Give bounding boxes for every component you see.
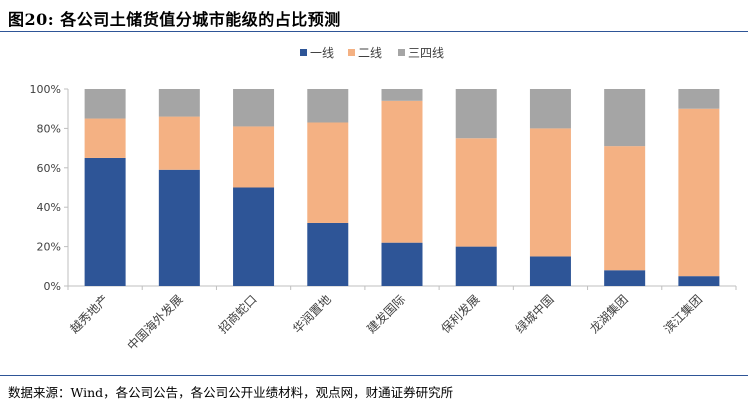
chart-legend: 一线 二线 三四线 — [300, 46, 444, 60]
x-category-label: 越秀地产 — [67, 292, 111, 336]
bar-segment — [604, 89, 646, 147]
legend-swatch — [398, 49, 405, 56]
bar-segment — [455, 89, 497, 139]
bar-segment — [529, 256, 571, 286]
bar-segment — [529, 89, 571, 129]
legend-label: 三四线 — [408, 46, 444, 60]
bar-segment — [233, 126, 275, 188]
y-tick-label: 20% — [37, 241, 61, 254]
x-category-label: 保利发展 — [438, 292, 483, 337]
x-category-label: 招商蛇口 — [215, 292, 260, 337]
bar-segment — [307, 89, 349, 123]
chart-bars — [84, 89, 720, 286]
x-category-label: 绿城中国 — [512, 292, 557, 337]
category-labels: 越秀地产 中国海外发展 招商蛇口 华润置地 建发国际 保利发展 绿城中国 龙湖集团 滨江集团 — [67, 292, 705, 354]
bar-segment — [678, 108, 720, 277]
bar-segment — [604, 270, 646, 286]
y-tick-label: 60% — [37, 162, 61, 175]
stacked-bar-chart: 一线 二线 三四线 0% 20% 40% 60% 80% 100% 越秀地产 中国海外发展 招商蛇… — [30, 46, 737, 354]
bar-segment — [678, 89, 720, 109]
bar-segment — [381, 89, 423, 101]
bar-segment — [381, 242, 423, 286]
y-tick-label: 100% — [30, 83, 61, 96]
bar-segment — [455, 138, 497, 247]
bar-segment — [678, 276, 720, 286]
y-tick-label: 40% — [37, 201, 61, 214]
x-category-label: 龙湖集团 — [586, 292, 631, 337]
legend-label: 二线 — [358, 46, 382, 60]
legend-swatch — [348, 49, 355, 56]
x-category-label: 滨江集团 — [660, 292, 705, 337]
bar-segment — [233, 89, 275, 127]
x-category-label: 中国海外发展 — [124, 292, 186, 354]
y-tick-label: 0% — [44, 280, 61, 293]
bar-segment — [529, 128, 571, 257]
x-category-label: 建发国际 — [364, 292, 409, 337]
bar-segment — [307, 122, 349, 223]
figure-title: 图20: 各公司土储货值分城市能级的占比预测 — [8, 10, 341, 29]
legend-label: 一线 — [310, 46, 334, 60]
bar-segment — [158, 169, 200, 286]
bar-segment — [84, 157, 126, 286]
bar-segment — [381, 100, 423, 243]
x-category-label: 华润置地 — [290, 292, 334, 336]
source-divider — [0, 375, 748, 376]
bar-segment — [233, 187, 275, 286]
bar-segment — [307, 222, 349, 286]
bar-segment — [84, 89, 126, 119]
bar-segment — [455, 246, 497, 286]
title-divider — [0, 31, 748, 32]
y-tick-label: 80% — [37, 122, 61, 135]
bar-segment — [158, 116, 200, 170]
bar-segment — [604, 146, 646, 271]
bar-segment — [158, 89, 200, 117]
bar-segment — [84, 118, 126, 158]
legend-swatch — [300, 49, 307, 56]
source-note: 数据来源：Wind，各公司公告，各公司公开业绩材料，观点网，财通证券研究所 — [8, 385, 454, 400]
